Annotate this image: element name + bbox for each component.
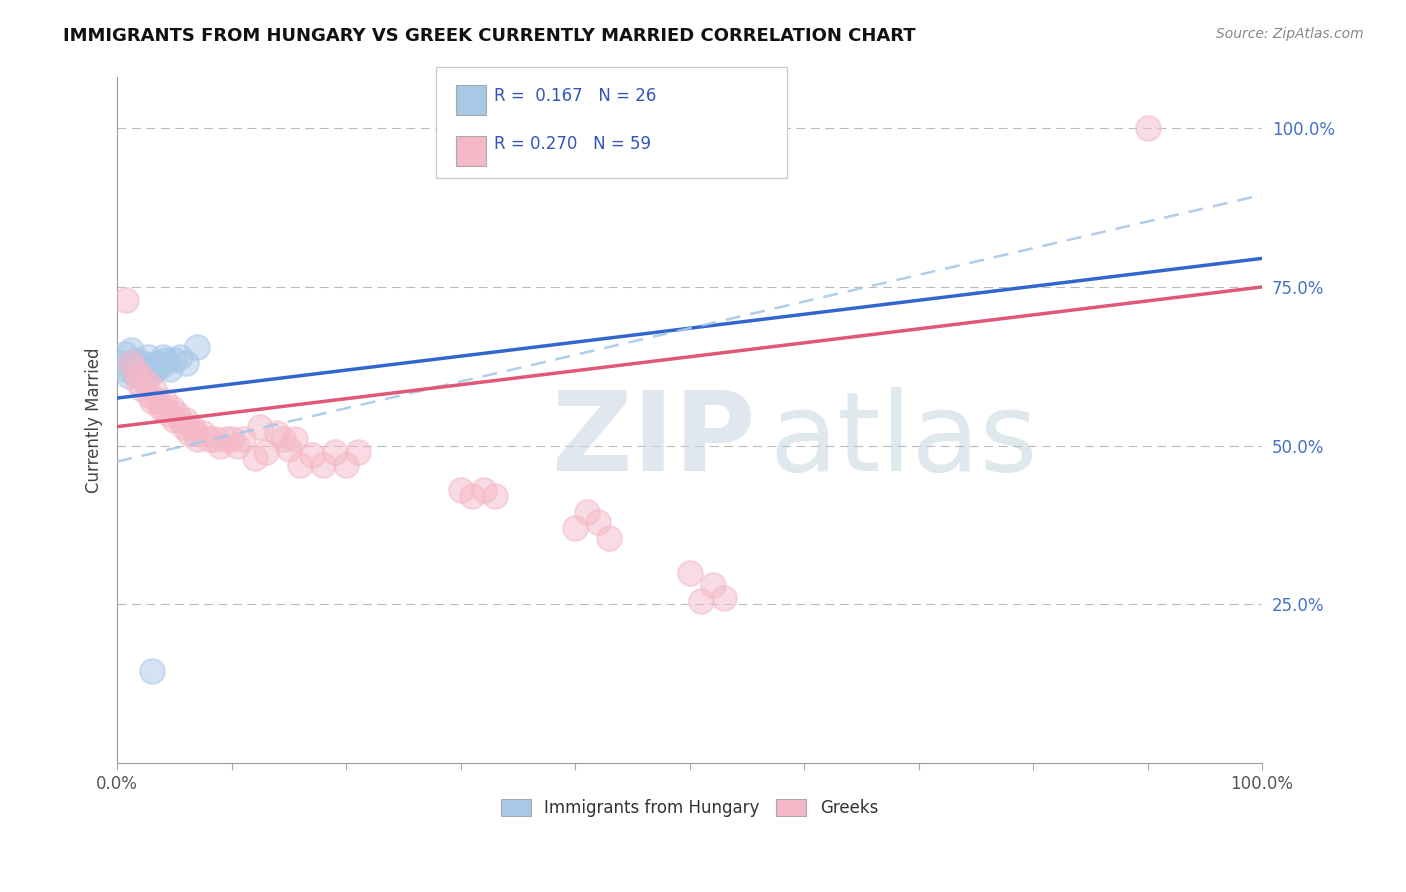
Point xyxy=(131,382,153,396)
Point xyxy=(163,353,186,368)
Point xyxy=(146,356,169,370)
Point xyxy=(323,445,346,459)
Point xyxy=(120,343,142,358)
Point xyxy=(141,394,163,409)
Point xyxy=(221,433,243,447)
Point xyxy=(141,366,163,380)
Point xyxy=(127,362,149,376)
Point xyxy=(461,490,484,504)
Point xyxy=(143,362,166,376)
Point xyxy=(702,578,724,592)
Point xyxy=(135,375,157,389)
Point xyxy=(169,413,191,427)
Point xyxy=(271,433,294,447)
Point xyxy=(149,359,172,374)
Point xyxy=(114,346,136,360)
Point xyxy=(138,388,160,402)
Point xyxy=(111,356,134,370)
Point xyxy=(169,350,191,364)
Point xyxy=(124,362,146,376)
Point xyxy=(277,442,299,456)
Point xyxy=(174,356,197,370)
Point xyxy=(179,425,201,440)
Point xyxy=(586,515,609,529)
Point xyxy=(129,368,152,383)
Point xyxy=(312,458,335,472)
Point xyxy=(232,433,254,447)
Point xyxy=(142,382,165,396)
Point xyxy=(135,359,157,374)
Point xyxy=(180,419,202,434)
Point xyxy=(166,407,188,421)
Point xyxy=(346,445,368,459)
Point xyxy=(152,401,174,415)
Point xyxy=(146,394,169,409)
Point xyxy=(149,401,172,415)
Point xyxy=(173,419,195,434)
Point xyxy=(121,359,143,374)
Point xyxy=(335,458,357,472)
Point xyxy=(249,419,271,434)
Point xyxy=(117,368,139,383)
Point xyxy=(209,439,232,453)
Point xyxy=(115,293,138,307)
Point xyxy=(243,451,266,466)
Point xyxy=(284,433,307,447)
Point xyxy=(301,448,323,462)
Point xyxy=(197,433,219,447)
Point xyxy=(290,458,312,472)
Point xyxy=(598,531,620,545)
Point xyxy=(184,425,207,440)
Point xyxy=(163,413,186,427)
Point xyxy=(266,425,288,440)
Point xyxy=(254,445,277,459)
Point xyxy=(155,353,177,368)
Point xyxy=(191,425,214,440)
Point xyxy=(155,394,177,409)
Point xyxy=(713,591,735,605)
Y-axis label: Currently Married: Currently Married xyxy=(86,348,103,493)
Point xyxy=(120,356,142,370)
Point xyxy=(136,350,159,364)
Point xyxy=(152,350,174,364)
Text: ZIP: ZIP xyxy=(553,387,755,494)
Point xyxy=(115,362,138,376)
Point xyxy=(564,521,586,535)
Text: Source: ZipAtlas.com: Source: ZipAtlas.com xyxy=(1216,27,1364,41)
Point xyxy=(141,664,163,678)
Point xyxy=(450,483,472,497)
Point xyxy=(690,594,713,608)
Point xyxy=(174,413,197,427)
Text: atlas: atlas xyxy=(769,387,1038,494)
Legend: Immigrants from Hungary, Greeks: Immigrants from Hungary, Greeks xyxy=(495,792,884,823)
Point xyxy=(124,353,146,368)
Point xyxy=(678,566,700,580)
Text: R =  0.167   N = 26: R = 0.167 N = 26 xyxy=(494,87,655,104)
Point xyxy=(132,366,155,380)
Point xyxy=(131,356,153,370)
Point xyxy=(186,340,208,354)
Point xyxy=(127,375,149,389)
Point xyxy=(204,433,226,447)
Point xyxy=(1136,121,1159,136)
Point xyxy=(472,483,495,497)
Point xyxy=(484,490,506,504)
Point xyxy=(226,439,249,453)
Point xyxy=(129,368,152,383)
Point xyxy=(160,401,183,415)
Point xyxy=(186,433,208,447)
Point xyxy=(215,433,238,447)
Point xyxy=(575,505,598,519)
Point xyxy=(159,362,181,376)
Point xyxy=(124,366,146,380)
Text: R = 0.270   N = 59: R = 0.270 N = 59 xyxy=(494,135,651,153)
Text: IMMIGRANTS FROM HUNGARY VS GREEK CURRENTLY MARRIED CORRELATION CHART: IMMIGRANTS FROM HUNGARY VS GREEK CURRENT… xyxy=(63,27,915,45)
Point xyxy=(157,407,180,421)
